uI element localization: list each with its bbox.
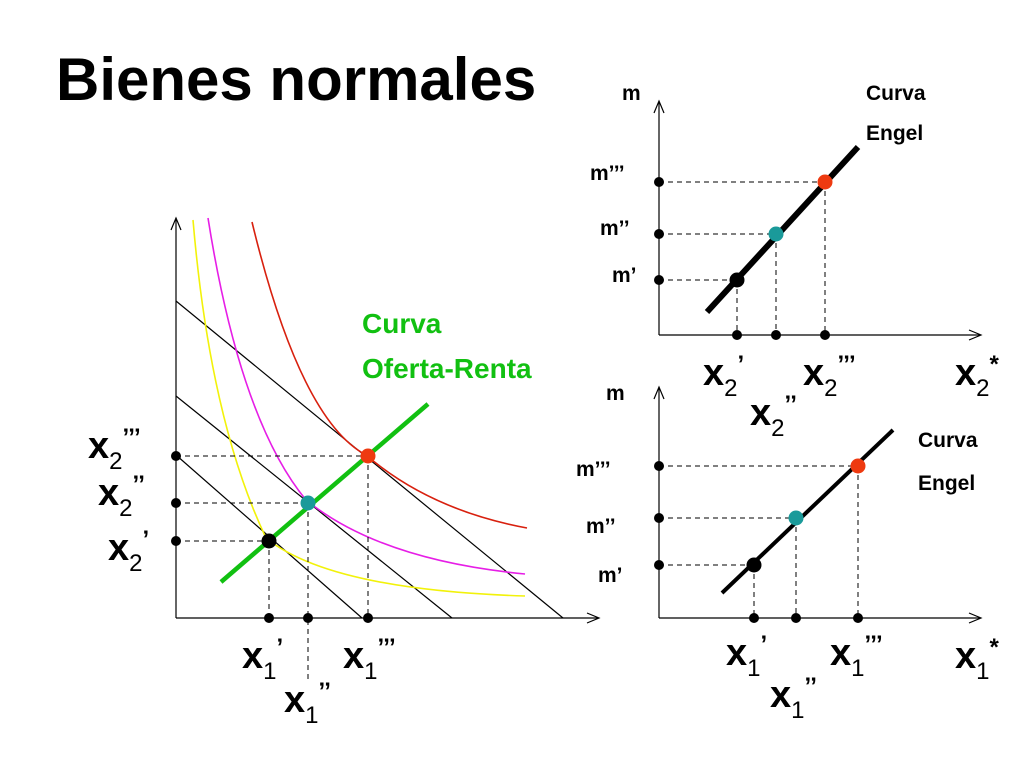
engel-curve-top: [704, 144, 861, 315]
offer-curve-label-line-2: Oferta-Renta: [362, 353, 532, 384]
engel-top-tick-dot-x-double: [771, 330, 781, 340]
engel-bottom-point-high: [850, 458, 866, 474]
engel-bottom-y-arrowhead: [653, 385, 665, 400]
tick-dot-x1-double: [303, 613, 313, 623]
engel-bottom-tick-dot-x-double: [791, 613, 801, 623]
tick-dot-x1-triple: [363, 613, 373, 623]
engel-bottom-x-tick-single: x1’: [726, 631, 767, 682]
main-y-arrowhead: [170, 216, 182, 231]
engel-top-y-arrowhead: [653, 99, 665, 114]
main-y-tick-x2-triple: x2’’’: [88, 424, 141, 475]
engel-top-tick-dot-m-single: [654, 275, 664, 285]
engel-bottom-y-tick-m-triple: m’’’: [576, 458, 611, 481]
engel-top-x-tick-single: x2’: [703, 351, 744, 402]
engel-top-tick-dot-m-triple: [654, 177, 664, 187]
main-guides: [176, 455, 369, 680]
engel-bottom-x-tick-double: x1’’: [770, 673, 817, 724]
main-x-arrowhead: [586, 612, 601, 624]
engel-top-tick-dot-x-single: [732, 330, 742, 340]
engel-bottom-x-arrowhead: [968, 612, 983, 624]
equilibrium-point-low: [261, 533, 277, 549]
tick-dot-x2-triple: [171, 451, 181, 461]
main-x-tick-x1-triple: x1’’’: [343, 634, 396, 685]
offer-curve-label: Curva Oferta-Renta: [362, 308, 532, 384]
engel-bottom-point-mid: [788, 510, 804, 526]
engel-top-tick-dot-m-double: [654, 229, 664, 239]
engel-bottom-tick-dot-x-triple: [853, 613, 863, 623]
main-x-tick-x1-double: x1’’: [284, 678, 331, 729]
engel-top-point-mid: [768, 226, 784, 242]
engel-bottom-tick-dot-m-triple: [654, 461, 664, 471]
engel-top-y-tick-m-single: m’: [612, 264, 637, 287]
tick-dot-x2-single: [171, 536, 181, 546]
engel-top-y-tick-m-double: m’’: [600, 217, 630, 240]
engel-top-x-arrowhead: [968, 329, 983, 341]
engel-top-tick-dot-x-triple: [820, 330, 830, 340]
engel-bottom-x-tick-triple: x1’’’: [830, 631, 883, 682]
engel-bottom-curve-label-line-2: Engel: [918, 472, 975, 495]
engel-top-y-tick-m-triple: m’’’: [590, 162, 625, 185]
engel-bottom-point-low: [746, 557, 762, 573]
engel-top-guides: [659, 181, 826, 335]
engel-top-curve-label: Curva Engel: [866, 82, 931, 145]
engel-top-panel: m Curva Engel m’’’ m’’ m’ x2’ x2’’’ x2’’…: [590, 82, 1000, 442]
engel-bottom-panel: m Curva Engel m’’’ m’’ m’ x1’ x1’’’ x1’’…: [576, 382, 1000, 724]
indifference-curve-mid: [207, 217, 526, 575]
slide-title: Bienes normales: [56, 46, 537, 113]
engel-bottom-y-tick-m-single: m’: [598, 564, 623, 587]
engel-top-curve-label-line-1: Curva: [866, 82, 926, 105]
equilibrium-point-high: [360, 448, 376, 464]
tick-dot-x2-double: [171, 498, 181, 508]
indifference-curve-low: [192, 219, 526, 597]
engel-top-x-tick-triple: x2’’’: [803, 351, 856, 402]
engel-bottom-tick-dot-m-single: [654, 560, 664, 570]
engel-top-point-low: [729, 272, 745, 288]
engel-top-x-tick-double: x2’’: [750, 391, 797, 442]
engel-bottom-curve-label-line-1: Curva: [918, 429, 978, 452]
engel-bottom-tick-dot-x-single: [749, 613, 759, 623]
engel-bottom-curve-label: Curva Engel: [918, 429, 983, 495]
tick-dot-x1-single: [264, 613, 274, 623]
engel-bottom-y-axis-label: m: [606, 382, 625, 405]
engel-top-y-axis-label: m: [622, 82, 641, 105]
engel-top-x-axis-label: x2*: [955, 351, 1000, 402]
equilibrium-point-mid: [300, 495, 316, 511]
main-y-tick-x2-double: x2’’: [98, 471, 145, 522]
engel-bottom-y-tick-m-double: m’’: [586, 515, 616, 538]
engel-top-point-high: [817, 174, 833, 190]
offer-curve-line: [219, 402, 430, 584]
main-panel: Curva Oferta-Renta x2’’’ x2’’ x2’ x1’ x1…: [88, 216, 601, 729]
offer-curve-label-line-1: Curva: [362, 308, 442, 339]
main-x-tick-x1-single: x1’: [242, 634, 283, 685]
engel-bottom-tick-dot-m-double: [654, 513, 664, 523]
main-y-tick-x2-single: x2’: [108, 526, 149, 577]
engel-top-curve-label-line-2: Engel: [866, 122, 923, 145]
engel-bottom-guides: [659, 465, 859, 618]
engel-bottom-x-axis-label: x1*: [955, 634, 1000, 685]
